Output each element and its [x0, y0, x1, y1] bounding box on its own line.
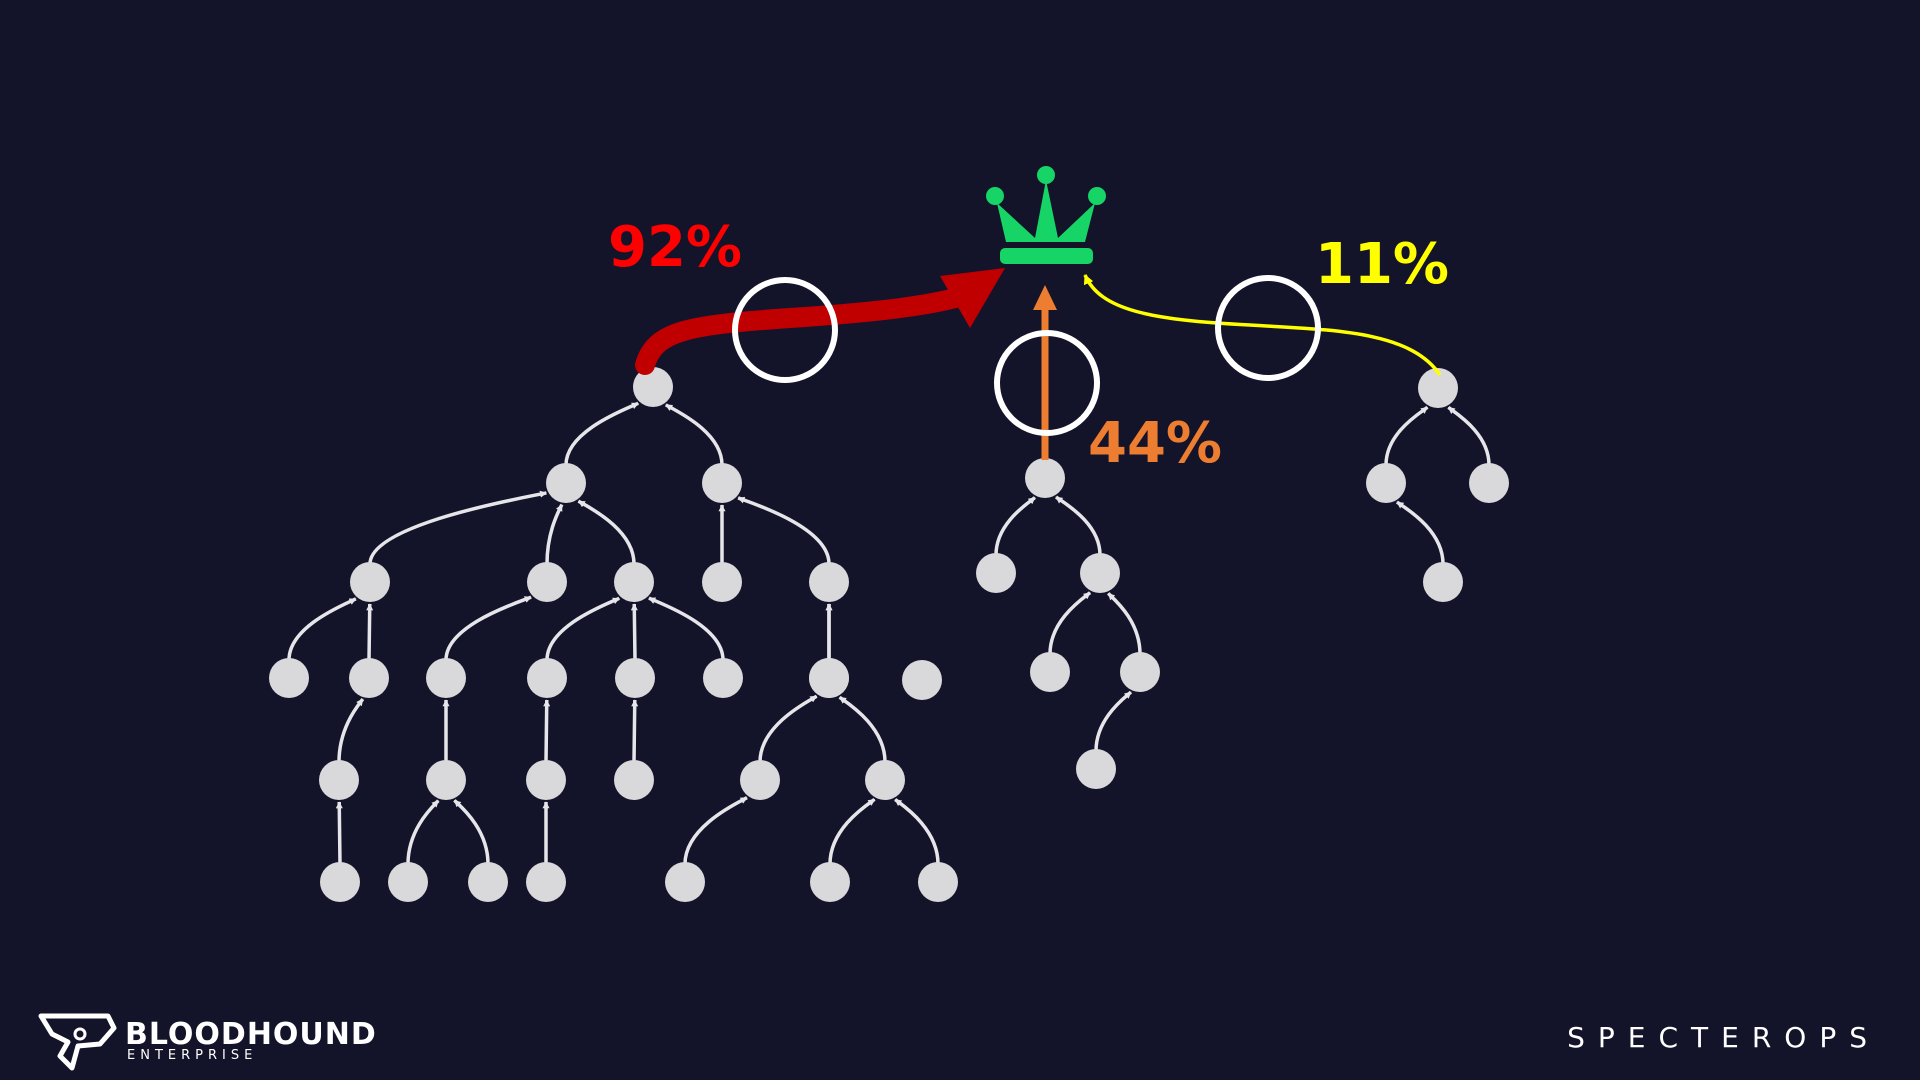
graph-node: [526, 760, 566, 800]
graph-node: [426, 658, 466, 698]
graph-node: [546, 463, 586, 503]
graph-edge: [1447, 405, 1491, 466]
graph-node: [320, 862, 360, 902]
graph-edge: [1395, 500, 1445, 565]
graph-edge: [894, 798, 940, 865]
graph-edge: [648, 596, 725, 661]
graph-edge: [828, 797, 876, 865]
graph-edge: [337, 698, 365, 763]
graph-edge: [683, 796, 748, 865]
graph-node: [665, 862, 705, 902]
graph-node: [1080, 553, 1120, 593]
graph-edge: [543, 699, 551, 763]
graph-edge: [1107, 592, 1142, 655]
graph-node: [740, 760, 780, 800]
graph-node: [426, 760, 466, 800]
graph-edge: [737, 496, 831, 565]
graph-node: [527, 658, 567, 698]
graph-nodes: [269, 367, 1509, 902]
graph-edge: [1054, 495, 1102, 556]
graph-edge: [630, 603, 638, 661]
graph-edge: [1094, 690, 1133, 752]
pct-label-red: 92%: [608, 215, 742, 280]
yellow-attack-path: [1083, 274, 1442, 376]
graph-edge: [631, 699, 639, 763]
graph-edge: [664, 403, 724, 466]
graph-node: [1366, 463, 1406, 503]
graph-node: [809, 658, 849, 698]
graph-node: [809, 562, 849, 602]
graph-node: [1076, 749, 1116, 789]
graph-edges: [287, 401, 1491, 865]
graph-node: [269, 658, 309, 698]
graph-node: [1120, 652, 1160, 692]
graph-edge: [758, 694, 818, 763]
bloodhound-logo-icon: [38, 1013, 117, 1071]
graph-edge: [564, 401, 639, 466]
graph-node: [1418, 368, 1458, 408]
graph-node: [810, 862, 850, 902]
graph-node: [1030, 652, 1070, 692]
graph-edge: [1048, 591, 1092, 655]
red-attack-path: [635, 282, 985, 375]
choke-point-circle-red: [732, 277, 838, 383]
brand-specterops: SPECTEROPS: [1567, 1021, 1880, 1054]
graph-node: [976, 553, 1016, 593]
graph-edge: [577, 499, 636, 565]
brand-bloodhound: BLOODHOUND: [125, 1017, 377, 1052]
red-arrowhead: [940, 268, 1005, 328]
graph-edge: [994, 496, 1037, 556]
graph-node: [1469, 463, 1509, 503]
choke-point-circle-orange: [994, 330, 1100, 436]
graph-edge: [838, 695, 887, 763]
graph-edge: [406, 799, 440, 865]
graph-node: [527, 562, 567, 602]
graph-node: [865, 760, 905, 800]
choke-point-circle-yellow: [1215, 275, 1321, 381]
orange-arrowhead: [1033, 285, 1057, 310]
graph-node: [614, 760, 654, 800]
graph-edge: [335, 801, 343, 865]
graph-node: [703, 658, 743, 698]
graph-edge: [366, 603, 374, 661]
graph-node: [633, 367, 673, 407]
graph-edge: [453, 799, 490, 865]
brand-enterprise: ENTERPRISE: [127, 1048, 258, 1063]
graph-node: [702, 562, 742, 602]
graph-node: [526, 862, 566, 902]
crown-icon: [986, 166, 1106, 264]
graph-node: [349, 658, 389, 698]
graph-node: [614, 562, 654, 602]
pct-label-yellow: 11%: [1315, 232, 1449, 297]
graph-node: [615, 658, 655, 698]
graph-node: [918, 862, 958, 902]
graph-node: [1423, 562, 1463, 602]
graph-edge: [368, 490, 548, 565]
graph-edge: [287, 597, 357, 661]
graph-edge: [545, 503, 564, 565]
graph-node: [388, 862, 428, 902]
graph-node: [350, 562, 390, 602]
graph-node: [468, 862, 508, 902]
graph-node: [902, 660, 942, 700]
graph-edge: [545, 596, 620, 661]
graph-node: [1025, 458, 1065, 498]
graph-edge: [1384, 405, 1429, 466]
pct-label-orange: 44%: [1088, 411, 1222, 476]
graph-node: [702, 463, 742, 503]
graph-edge: [444, 595, 532, 661]
graph-node: [319, 760, 359, 800]
